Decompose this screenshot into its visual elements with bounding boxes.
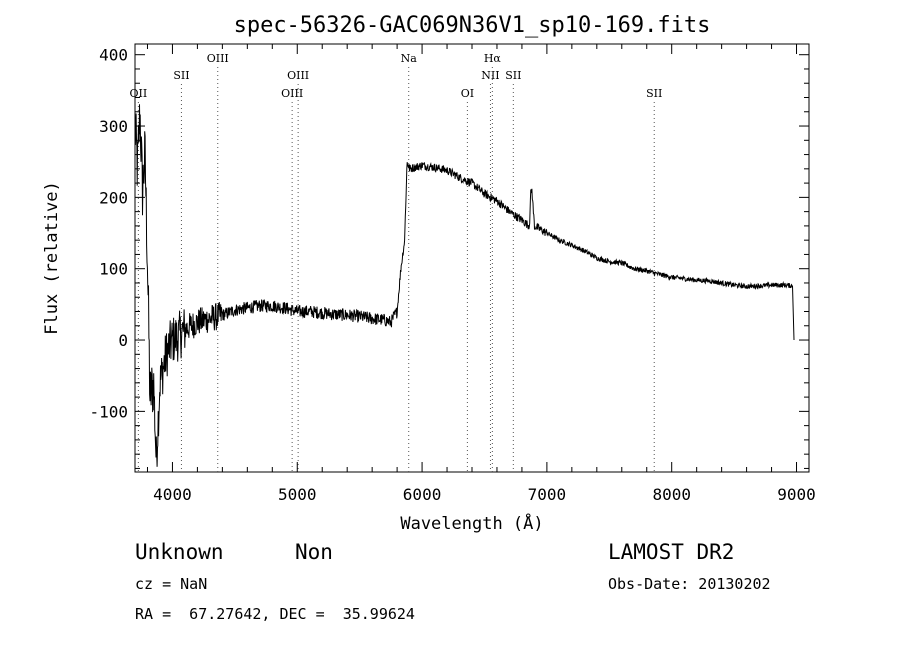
plot-frame: [134, 43, 810, 473]
emission-line-label: Hα: [484, 52, 502, 65]
x-tick-label: 6000: [403, 485, 442, 504]
y-tick-label: 100: [99, 260, 128, 279]
y-axis-label: Flux (relative): [42, 181, 62, 335]
x-tick-label: 8000: [652, 485, 691, 504]
emission-line-label: NII: [481, 69, 499, 82]
x-tick-label: 4000: [153, 485, 192, 504]
emission-line-label: OIII: [281, 87, 303, 100]
y-tick-label: 400: [99, 46, 128, 65]
emission-line-label: Na: [401, 52, 418, 65]
emission-line-label: OIII: [287, 69, 309, 82]
emission-line-label: SII: [505, 69, 521, 82]
x-axis-label: Wavelength (Å): [400, 512, 543, 534]
y-tick-label: 300: [99, 117, 128, 136]
emission-line-label: OII: [130, 87, 148, 100]
coordinates: RA = 67.27642, DEC = 35.99624: [135, 605, 415, 623]
x-tick-label: 5000: [278, 485, 317, 504]
survey-name: LAMOST DR2: [608, 540, 735, 564]
x-tick-label: 7000: [528, 485, 567, 504]
object-subclass: Non: [295, 540, 333, 564]
x-axis: 4000 5000 6000 7000 8000 9000: [146, 44, 816, 504]
spectrum-line: [134, 104, 795, 467]
y-tick-label: 0: [118, 331, 128, 350]
y-axis: -100 0 100 200 300 400: [89, 46, 809, 469]
y-tick-label: -100: [89, 402, 128, 421]
emission-line-label: OI: [461, 87, 474, 100]
emission-line-label: SII: [646, 87, 662, 100]
object-class: Unknown: [135, 540, 224, 564]
x-tick-label: 9000: [777, 485, 816, 504]
emission-line-label: OIII: [207, 52, 229, 65]
redshift-value: cz = NaN: [135, 575, 208, 593]
y-tick-label: 200: [99, 188, 128, 207]
observation-date: Obs-Date: 20130202: [608, 575, 771, 593]
chart-title: spec-56326-GAC069N36V1_sp10-169.fits: [234, 13, 711, 38]
emission-line-label: SII: [173, 69, 189, 82]
